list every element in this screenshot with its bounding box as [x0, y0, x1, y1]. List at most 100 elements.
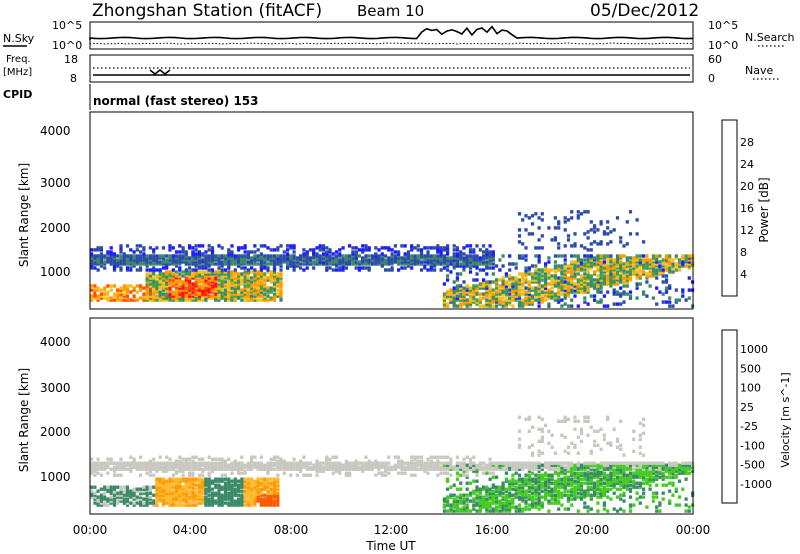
velocity-cell [628, 509, 633, 513]
power-cell [220, 256, 224, 260]
power-cell [318, 262, 322, 266]
power-cell [534, 286, 538, 290]
power-cell [227, 252, 231, 256]
power-cell [152, 272, 156, 276]
power-cell [256, 272, 260, 276]
power-cell [341, 260, 345, 264]
velocity-cell [635, 473, 639, 477]
velocity-cell [488, 503, 492, 507]
power-cell [230, 288, 234, 292]
velocity-cell [201, 481, 205, 485]
power-cell [338, 252, 342, 256]
power-cell [508, 296, 512, 300]
velocity-cell [557, 501, 561, 505]
velocity-cell [335, 463, 339, 467]
power-cell [501, 304, 505, 308]
power-cell [576, 266, 580, 270]
velocity-cell [488, 461, 492, 465]
power-cell [485, 248, 489, 252]
velocity-cell [521, 493, 525, 497]
power-cell [325, 254, 329, 258]
velocity-cell [272, 503, 277, 507]
power-cell [191, 270, 195, 274]
power-cell [570, 282, 574, 286]
velocity-cell [272, 483, 277, 487]
velocity-cell [165, 497, 169, 501]
power-cell [596, 274, 600, 278]
velocity-cell [540, 429, 544, 433]
velocity-cell [158, 495, 162, 499]
power-cell [544, 286, 548, 290]
velocity-cell [612, 485, 616, 489]
velocity-cell [560, 481, 564, 485]
velocity-cell [540, 463, 544, 467]
power-cell [125, 294, 130, 298]
velocity-cell [429, 455, 433, 459]
power-cell [413, 262, 417, 266]
power-cell [181, 280, 185, 284]
velocity-cell [233, 487, 237, 491]
velocity-cell [498, 463, 502, 467]
velocity-cell [570, 461, 574, 465]
velocity-cell [527, 429, 531, 433]
power-cell [292, 264, 296, 268]
velocity-cell [648, 471, 652, 475]
velocity-cell [615, 479, 620, 483]
velocity-cell [158, 461, 162, 465]
power-cell [331, 262, 335, 266]
power-cell [622, 292, 626, 296]
velocity-cell [570, 487, 574, 491]
power-cell [475, 266, 479, 270]
velocity-cell [348, 467, 352, 471]
power-cell [233, 280, 237, 284]
power-cell [119, 288, 123, 292]
velocity-cell [478, 465, 482, 469]
power-cell [576, 304, 580, 308]
power-cell [459, 256, 463, 260]
velocity-cell [214, 493, 218, 497]
power-cell [530, 274, 535, 278]
power-cell [524, 266, 528, 270]
power-cell [563, 286, 567, 290]
velocity-cell [119, 457, 123, 461]
power-cell [335, 258, 339, 262]
power-cell [684, 258, 688, 262]
velocity-cell [384, 469, 388, 473]
power-cell [485, 254, 489, 258]
velocity-cell [488, 465, 492, 469]
velocity-cell [593, 491, 597, 495]
velocity-cell [655, 491, 659, 495]
power-cell [612, 292, 616, 296]
velocity-cell [259, 477, 263, 481]
power-cell [364, 246, 368, 250]
power-cell [439, 250, 443, 254]
velocity-cell [508, 509, 512, 513]
power-cell [194, 254, 198, 258]
power-cell [129, 290, 133, 294]
velocity-cell [135, 501, 139, 505]
power-cell [628, 294, 633, 298]
power-cell [550, 282, 554, 286]
power-cell [557, 264, 561, 268]
power-cell [410, 246, 414, 250]
power-cell [462, 268, 466, 272]
power-cell [563, 268, 567, 272]
velocity-cell [246, 479, 250, 483]
velocity-cell [194, 491, 198, 495]
power-cell [602, 276, 606, 280]
velocity-cell [645, 505, 649, 509]
velocity-cell [579, 465, 584, 469]
power-cell [125, 298, 130, 302]
power-cell [403, 252, 407, 256]
velocity-cell [387, 471, 391, 475]
velocity-cell [393, 455, 397, 459]
velocity-cell [638, 451, 642, 455]
velocity-cell [485, 491, 489, 495]
power-cell [462, 266, 466, 270]
power-cell [220, 284, 224, 288]
power-cell [259, 260, 263, 264]
velocity-cell [632, 473, 636, 477]
power-cell [406, 256, 410, 260]
velocity-cell [161, 465, 166, 469]
velocity-cell [638, 495, 642, 499]
